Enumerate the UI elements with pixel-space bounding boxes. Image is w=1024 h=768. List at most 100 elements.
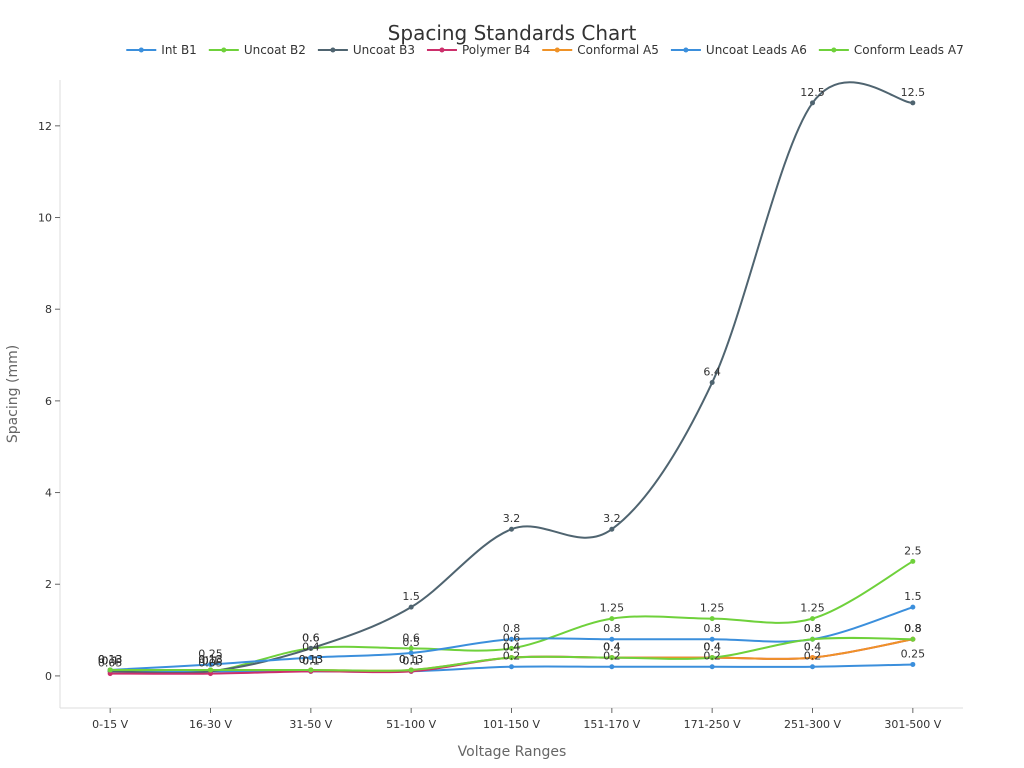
data-label-uncoat-b3: 12.5 [901, 86, 926, 99]
y-axis-label: Spacing (mm) [5, 345, 21, 443]
data-label-conform-leads-a7: 0.8 [804, 622, 822, 635]
legend-label: Conformal A5 [577, 43, 659, 57]
legend-marker [221, 47, 227, 53]
legend-item-polymer-b4[interactable]: Polymer B4 [426, 43, 530, 57]
legend-item-conformal-a5[interactable]: Conformal A5 [542, 43, 659, 57]
legend-marker [330, 47, 336, 53]
data-label-conform-leads-a7: 0.4 [703, 641, 721, 654]
data-label-uncoat-b2: 0.6 [503, 631, 521, 644]
data-label-uncoat-b2: 1.25 [600, 602, 625, 615]
data-label-uncoat-b2: 0.1 [202, 654, 220, 667]
data-label-uncoat-b2: 2.5 [904, 544, 922, 557]
data-label-int-b1: 0.2 [703, 650, 721, 663]
y-tick-label: 10 [38, 212, 52, 225]
data-label-uncoat-leads-a6: 0.8 [703, 622, 721, 635]
data-point-int-b1 [810, 664, 815, 670]
data-label-uncoat-leads-a6: 0.8 [804, 622, 822, 635]
data-label-conformal-a5: 0.4 [804, 641, 822, 654]
legend[interactable]: Int B1 Uncoat B2 Uncoat B3 Polymer B4 Confor… [126, 43, 964, 57]
data-point-conformal-a5 [810, 655, 815, 661]
x-tick-label: 51-100 V [386, 718, 436, 731]
data-point-uncoat-b2 [609, 616, 615, 622]
data-labels: 0.1 0.1 0.1 0.1 0.2 0.2 0.2 0.2 0.250.1 0.10.6 0.6… [98, 86, 925, 670]
data-label-uncoat-b3: 12.5 [800, 86, 825, 99]
data-point-conform-leads-a7 [709, 655, 715, 661]
x-tick-label: 251-300 V [784, 718, 841, 731]
data-label-conformal-a5: 0.13 [299, 653, 324, 666]
data-label-polymer-b4: 0.4 [603, 641, 621, 654]
data-label-int-b1: 0.2 [804, 650, 822, 663]
legend-label: Int B1 [161, 43, 197, 57]
data-label-polymer-b4: 0.05 [198, 657, 223, 670]
data-label-uncoat-leads-a6: 0.25 [198, 647, 223, 660]
axes: 0 2 4 6 8 10 12 0-15 V 16-30 V 31-50 V 51-100 V 101… [38, 80, 963, 731]
data-label-uncoat-b2: 1.25 [700, 602, 725, 615]
x-tick-label: 31-50 V [289, 718, 332, 731]
data-label-conform-leads-a7: 0.8 [904, 622, 922, 635]
data-label-uncoat-b3: 0.1 [202, 654, 220, 667]
legend-marker [831, 47, 837, 53]
data-label-conform-leads-a7: 0.13 [98, 653, 123, 666]
data-label-polymer-b4: 0.1 [302, 654, 320, 667]
data-label-uncoat-b3: 0.1 [101, 654, 119, 667]
y-tick-label: 2 [45, 578, 52, 591]
data-point-uncoat-leads-a6 [509, 636, 514, 642]
data-point-conform-leads-a7 [810, 636, 815, 642]
series-line-uncoat-b3 [110, 81, 913, 675]
data-label-conformal-a5: 0.4 [503, 641, 521, 654]
data-point-uncoat-leads-a6 [408, 650, 414, 656]
data-label-int-b1: 0.1 [302, 654, 320, 667]
data-label-uncoat-b3: 3.2 [503, 512, 521, 525]
data-label-int-b1: 0.1 [101, 654, 119, 667]
data-label-uncoat-b3: 3.2 [603, 512, 621, 525]
data-point-int-b1 [609, 664, 615, 670]
data-point-conform-leads-a7 [408, 667, 414, 673]
x-tick-label: 171-250 V [684, 718, 741, 731]
data-point-uncoat-b2 [509, 645, 514, 651]
data-label-conform-leads-a7: 0.4 [603, 641, 621, 654]
data-point-polymer-b4 [107, 671, 113, 677]
data-point-uncoat-leads-a6 [308, 655, 314, 661]
x-tick-label: 0-15 V [92, 718, 128, 731]
data-point-uncoat-b2 [709, 616, 715, 622]
data-point-uncoat-b3 [609, 526, 615, 532]
legend-item-conform-leads-a7[interactable]: Conform Leads A7 [818, 43, 964, 57]
legend-label: Uncoat B2 [244, 43, 306, 57]
data-point-uncoat-b3 [308, 645, 314, 651]
legend-marker [554, 47, 560, 53]
legend-item-int-b1[interactable]: Int B1 [126, 43, 197, 57]
data-label-int-b1: 0.2 [503, 650, 521, 663]
legend-item-uncoat-leads-a6[interactable]: Uncoat Leads A6 [670, 43, 807, 57]
legend-marker [439, 47, 445, 53]
data-label-polymer-b4: 0.8 [904, 622, 922, 635]
data-point-uncoat-b2 [810, 616, 815, 622]
data-label-uncoat-b3: 1.5 [402, 590, 420, 603]
legend-item-uncoat-b3[interactable]: Uncoat B3 [317, 43, 415, 57]
data-label-int-b1: 0.1 [402, 654, 420, 667]
data-label-uncoat-b2: 1.25 [800, 602, 825, 615]
data-point-uncoat-b3 [910, 100, 916, 106]
data-point-int-b1 [709, 664, 715, 670]
data-label-conform-leads-a7: 0.13 [299, 653, 324, 666]
data-point-uncoat-b3 [709, 380, 715, 386]
legend-item-uncoat-b2[interactable]: Uncoat B2 [208, 43, 306, 57]
data-label-int-b1: 0.25 [901, 647, 926, 660]
data-label-polymer-b4: 0.1 [402, 654, 420, 667]
data-label-int-b1: 0.2 [603, 650, 621, 663]
data-point-uncoat-b2 [910, 558, 916, 564]
data-label-uncoat-b2: 0.6 [402, 631, 420, 644]
legend-label: Uncoat B3 [353, 43, 415, 57]
series-points [107, 100, 916, 677]
data-label-uncoat-b2: 0.1 [101, 654, 119, 667]
chart-title: Spacing Standards Chart [388, 21, 637, 45]
data-label-polymer-b4: 0.05 [98, 657, 123, 670]
data-point-int-b1 [910, 661, 916, 667]
data-point-uncoat-b2 [408, 645, 414, 651]
y-tick-label: 8 [45, 303, 52, 316]
data-label-conform-leads-a7: 0.13 [198, 653, 223, 666]
legend-label: Conform Leads A7 [854, 43, 964, 57]
data-label-conformal-a5: 0.4 [603, 641, 621, 654]
data-label-uncoat-leads-a6: 0.4 [302, 641, 320, 654]
data-label-uncoat-b2: 0.6 [302, 631, 320, 644]
